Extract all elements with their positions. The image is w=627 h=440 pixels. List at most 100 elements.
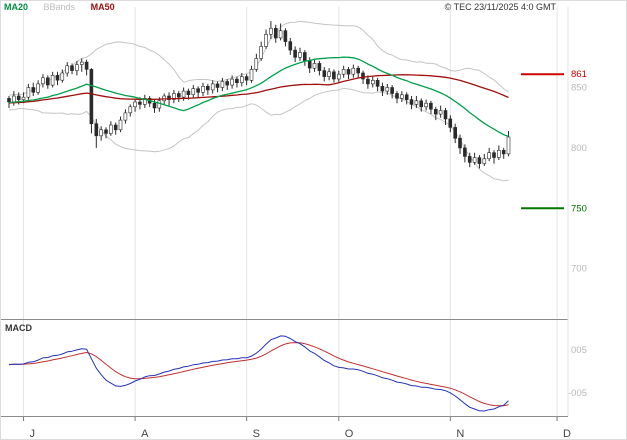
candle-body [264, 34, 268, 47]
month-label: N [456, 428, 464, 440]
candle-body [395, 93, 399, 99]
candle-body [65, 65, 69, 74]
candle-body [414, 100, 419, 105]
candle-body [55, 75, 60, 81]
candle-body [385, 87, 390, 92]
month-label: J [30, 428, 36, 440]
candle-body [143, 98, 147, 105]
candles [7, 21, 511, 169]
candle-body [128, 106, 133, 114]
candle-body [351, 67, 356, 75]
ma20-line [8, 56, 509, 138]
ma50-line [8, 74, 509, 104]
candle-body [336, 73, 341, 80]
candle-body [99, 129, 103, 137]
candle-body [201, 86, 205, 93]
candle-body [438, 110, 443, 115]
candle-body [433, 109, 438, 115]
candle-body [31, 87, 36, 93]
candle-body [341, 69, 346, 75]
month-label: D [563, 428, 571, 440]
candle-body [380, 86, 385, 92]
candle-body [298, 52, 302, 58]
candle-body [113, 124, 118, 131]
candle-body [235, 78, 239, 83]
candle-body [429, 102, 433, 110]
legend-bbands: BBands [43, 2, 76, 12]
candle-body [26, 87, 31, 98]
bollinger-lower-band [8, 87, 509, 182]
candle-body [109, 124, 113, 134]
candle-body [366, 78, 370, 85]
candle-body [36, 83, 40, 93]
candle-body [307, 60, 312, 69]
candle-body [177, 93, 181, 98]
candle-body [487, 152, 491, 159]
candle-body [375, 80, 380, 87]
candle-body [409, 99, 414, 105]
candle-body [467, 156, 472, 163]
candle-body [220, 81, 225, 88]
candle-body [138, 101, 142, 105]
candle-body [269, 27, 273, 35]
legend-ma20: MA20 [4, 2, 29, 12]
candle-body [215, 83, 220, 88]
month-label: S [253, 428, 260, 440]
candle-body [152, 102, 157, 109]
macd-line [8, 335, 509, 412]
candle-body [506, 136, 511, 155]
candle-body [327, 71, 331, 77]
candle-body [424, 102, 428, 108]
macd-tick-label: 005 [571, 345, 587, 356]
candle-body [94, 123, 99, 137]
candle-body [463, 147, 467, 157]
candle-body [123, 112, 128, 121]
candle-body [390, 87, 394, 94]
candle-body [443, 110, 448, 120]
candle-body [21, 96, 26, 100]
candle-body [293, 49, 297, 58]
macd-signal-line [9, 342, 509, 407]
candle-body [317, 63, 322, 71]
price-tick-label: 700 [571, 264, 587, 275]
candle-body [191, 88, 196, 95]
candle-body [254, 58, 259, 70]
candle-body [89, 69, 94, 125]
resistance-level-label: 861 [571, 69, 587, 80]
candle-body [16, 95, 21, 100]
candle-body [496, 150, 501, 158]
candle-body [133, 101, 137, 108]
price-tick-label: 850 [571, 83, 587, 94]
candle-body [482, 158, 487, 164]
candle-body [167, 95, 171, 100]
candle-body [186, 90, 191, 95]
candle-body [225, 81, 229, 86]
macd-tick-label: -005 [568, 388, 587, 399]
candle-body [404, 94, 409, 100]
candle-body [332, 71, 336, 80]
candle-body [181, 90, 186, 98]
candle-body [346, 69, 351, 75]
candle-body [458, 137, 462, 149]
candle-body [244, 76, 249, 81]
candle-body [104, 129, 108, 134]
legend-ma50: MA50 [90, 2, 115, 12]
candle-body [118, 119, 123, 131]
candle-body [7, 98, 11, 103]
candle-body [249, 69, 254, 81]
candle-body [501, 150, 506, 155]
candle-body [45, 77, 50, 86]
candle-body [288, 41, 293, 51]
candle-body [196, 88, 200, 93]
candle-body [12, 95, 16, 103]
candle-body [70, 65, 74, 71]
candle-body [361, 72, 365, 80]
candle-body [206, 86, 210, 91]
candle-body [356, 67, 361, 74]
candle-body [80, 61, 84, 65]
candle-body [419, 100, 424, 108]
month-label: A [141, 428, 149, 440]
candle-body [492, 152, 496, 158]
candle-body [322, 70, 327, 77]
